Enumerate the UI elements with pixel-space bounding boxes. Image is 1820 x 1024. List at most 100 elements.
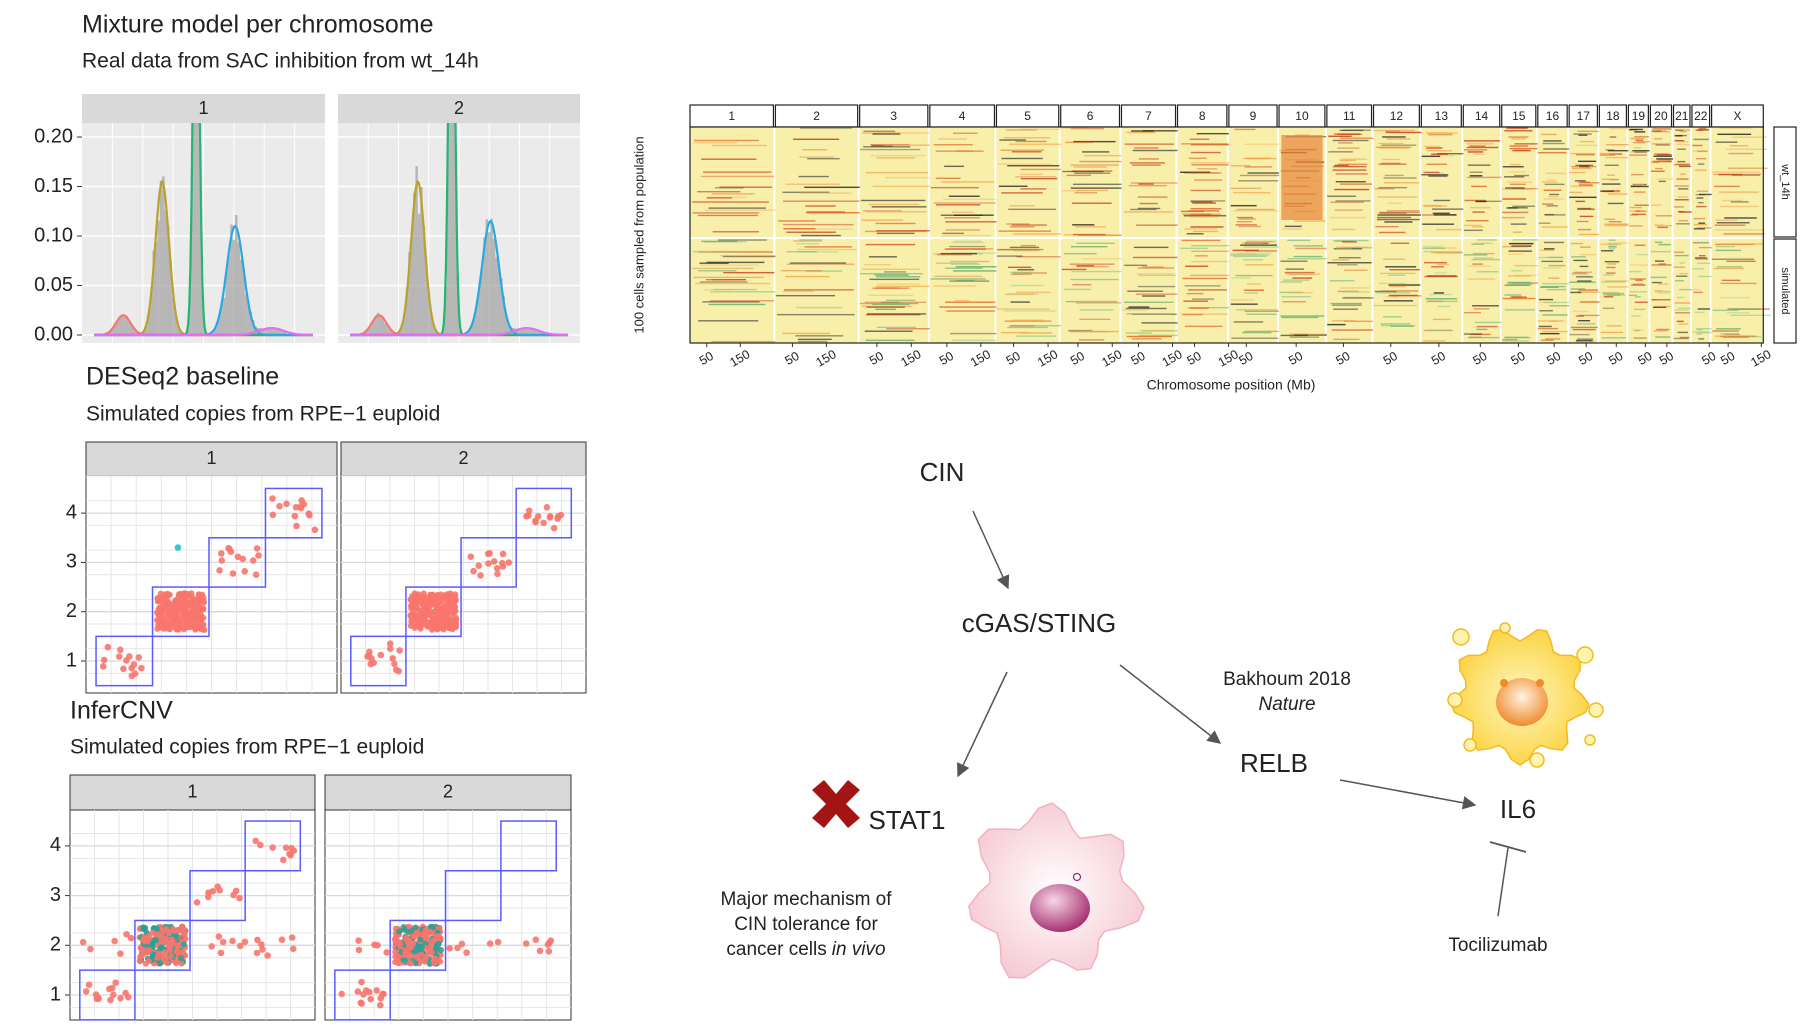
heatmap-stripe xyxy=(1728,335,1749,338)
heatmap-stripe xyxy=(1473,153,1485,155)
cell-point xyxy=(355,937,362,944)
heatmap-stripe xyxy=(1636,141,1651,143)
heatmap-stripe xyxy=(1183,172,1222,174)
heatmap-stripe xyxy=(1678,288,1693,291)
heatmap-stripe xyxy=(1139,202,1158,205)
heatmap-stripe xyxy=(1674,134,1687,137)
heatmap-stripe xyxy=(1510,296,1527,298)
histogram-bar xyxy=(230,224,233,335)
histogram-bar xyxy=(514,328,518,335)
heatmap-stripe xyxy=(1295,247,1329,250)
heatmap-stripe xyxy=(1570,326,1598,329)
cell-point xyxy=(405,948,412,955)
heatmap-stripe xyxy=(1005,129,1037,131)
heatmap-stripe xyxy=(1476,328,1488,331)
heatmap-stripe xyxy=(1189,172,1219,174)
heatmap-stripe xyxy=(1577,207,1592,210)
heatmap-stripe xyxy=(996,255,1023,257)
arrow xyxy=(972,510,1010,590)
heatmap-stripe xyxy=(1380,323,1411,325)
heatmap-stripe xyxy=(1243,259,1264,261)
heatmap-stripe xyxy=(1009,143,1064,145)
heatmap-stripe xyxy=(1650,204,1662,206)
heatmap-stripe xyxy=(935,204,981,206)
heatmap-stripe xyxy=(1077,265,1109,268)
heatmap-stripe xyxy=(1079,309,1114,311)
heatmap-stripe xyxy=(1538,325,1552,328)
cell-point xyxy=(112,979,119,986)
cell-point xyxy=(444,623,451,630)
pathway-node: RELB xyxy=(1240,748,1308,778)
heatmap-stripe xyxy=(936,262,978,264)
heatmap-stripe xyxy=(1428,134,1453,136)
heatmap-stripe xyxy=(1542,282,1569,285)
heatmap-stripe xyxy=(1244,143,1284,145)
heatmap-stripe xyxy=(1284,271,1315,274)
histogram-bar xyxy=(171,296,175,335)
heatmap-stripe xyxy=(1698,127,1707,130)
heatmap-stripe xyxy=(775,294,835,297)
heatmap-stripe xyxy=(944,248,986,250)
heatmap-stripe xyxy=(1131,182,1178,184)
heatmap-stripe xyxy=(1335,173,1368,175)
heatmap-stripe xyxy=(1716,266,1743,268)
heatmap-stripe xyxy=(1698,275,1713,278)
heatmap-stripe xyxy=(1339,183,1372,185)
heatmap-stripe xyxy=(1654,223,1664,226)
deseq-subtitle: Simulated copies from RPE−1 euploid xyxy=(86,403,440,426)
cell-point xyxy=(499,550,507,558)
heatmap-stripe xyxy=(1381,144,1417,146)
cell-point xyxy=(85,981,93,989)
strip xyxy=(69,774,316,811)
heatmap-stripe xyxy=(1010,301,1030,303)
heatmap-stripe xyxy=(1141,322,1182,324)
heatmap-stripe xyxy=(861,268,920,270)
y-tick-label: 0.20 xyxy=(34,125,73,147)
cell-point xyxy=(199,606,206,613)
heatmap-stripe xyxy=(864,301,927,304)
heatmap-stripe xyxy=(1569,196,1597,199)
histogram-bar xyxy=(118,317,121,335)
heatmap-stripe xyxy=(1602,307,1615,309)
heatmap-stripe xyxy=(1720,333,1739,335)
heatmap-stripe xyxy=(938,138,967,140)
heatmap-stripe xyxy=(1289,333,1309,335)
heatmap-stripe xyxy=(1010,273,1032,275)
x-tick-label: 50 xyxy=(1718,349,1737,368)
heatmap-stripe xyxy=(1699,255,1706,257)
heatmap-stripe xyxy=(1007,266,1032,269)
heatmap-stripe xyxy=(1195,255,1208,257)
cell-point xyxy=(167,943,174,950)
heatmap-stripe xyxy=(1634,244,1646,246)
heatmap-stripe xyxy=(1236,216,1253,219)
cell-point xyxy=(229,570,237,577)
heatmap-block xyxy=(1060,239,1120,343)
heatmap-stripe xyxy=(998,248,1044,251)
heatmap-stripe xyxy=(876,157,916,159)
heatmap-stripe xyxy=(868,203,920,206)
histogram-bar xyxy=(386,325,389,335)
histogram-bar xyxy=(123,316,126,335)
heatmap-stripe xyxy=(1570,291,1582,294)
heatmap-stripe xyxy=(1717,133,1752,136)
heatmap-stripe xyxy=(1542,330,1568,333)
histogram-bar xyxy=(475,300,479,335)
heatmap-stripe xyxy=(1072,224,1095,226)
cell-point xyxy=(219,938,227,946)
heatmap-stripe xyxy=(1136,224,1183,226)
heatmap-stripe xyxy=(1387,274,1406,276)
cell-point xyxy=(120,665,127,673)
heatmap-stripe xyxy=(1609,178,1619,181)
heatmap-stripe xyxy=(1336,246,1368,248)
histogram-bar xyxy=(218,314,221,335)
heatmap-stripe xyxy=(1544,213,1555,216)
heatmap-stripe xyxy=(1383,258,1405,260)
heatmap-stripe xyxy=(1289,333,1329,335)
infercnv-title: InferCNV xyxy=(70,697,173,725)
heatmap-stripe xyxy=(1501,246,1528,248)
histogram-bar xyxy=(225,270,228,335)
heatmap-stripe xyxy=(1572,272,1588,274)
heatmap-stripe xyxy=(1013,250,1041,252)
heatmap-stripe xyxy=(942,232,964,235)
cell-point xyxy=(123,930,130,938)
